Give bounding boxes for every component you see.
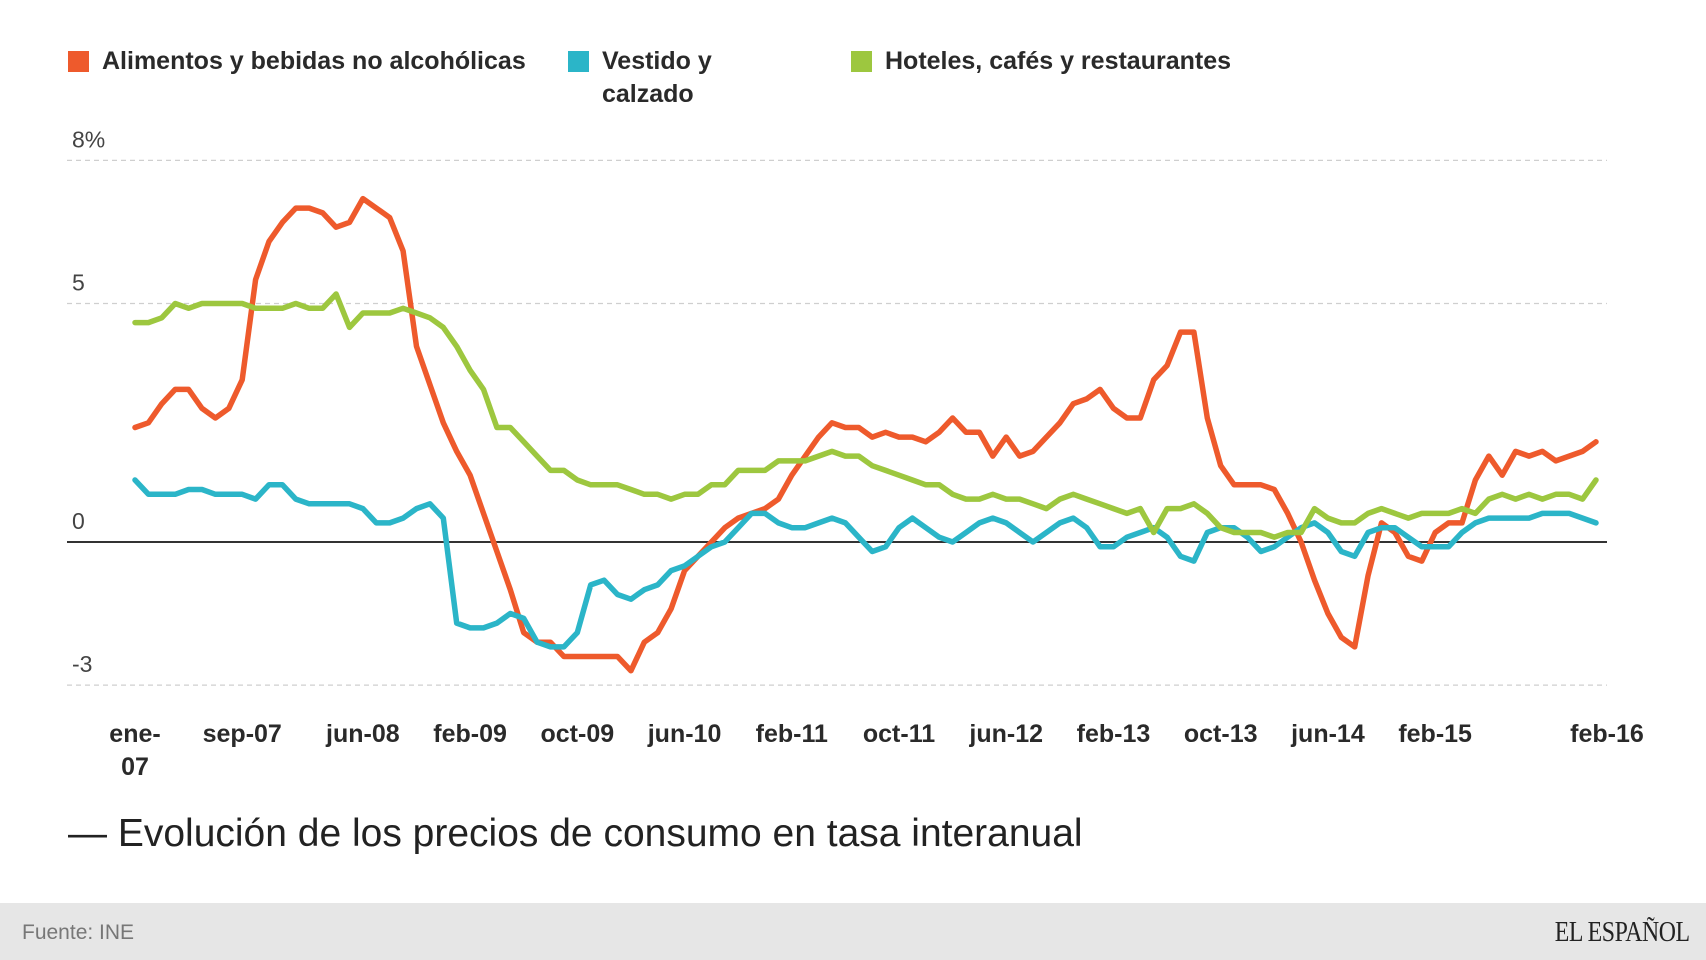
x-tick-label-line2: 07 bbox=[121, 753, 149, 781]
legend-item-hoteles: Hoteles, cafés y restaurantes bbox=[851, 45, 1231, 78]
x-tick-label: jun-14 bbox=[1290, 720, 1365, 748]
y-tick-label: 5 bbox=[72, 270, 85, 296]
legend-label-line2: calzado bbox=[602, 80, 694, 108]
x-tick-label: feb-15 bbox=[1398, 720, 1472, 748]
x-tick-label: oct-09 bbox=[541, 720, 615, 748]
x-tick-label: jun-10 bbox=[647, 720, 722, 748]
x-tick-label: feb-13 bbox=[1077, 720, 1151, 748]
brand-logo: EL ESPAÑOL bbox=[1555, 917, 1690, 948]
line-chart: 8% 5 0 -3 ene- 07 sep-07 jun-08 feb-09 oct-09 jun-… bbox=[67, 126, 1644, 781]
x-tick-label: oct-13 bbox=[1184, 720, 1258, 748]
series-line-2 bbox=[132, 291, 1599, 540]
x-tick-label: feb-11 bbox=[756, 720, 828, 748]
series-line-1 bbox=[132, 477, 1599, 650]
x-tick-label: oct-11 bbox=[863, 720, 935, 748]
legend-label-line1: Vestido y bbox=[602, 47, 712, 75]
series-line-0 bbox=[132, 195, 1599, 674]
legend-swatch bbox=[568, 51, 589, 72]
legend-label: Alimentos y bebidas no alcohólicas bbox=[102, 47, 526, 75]
x-tick-label: jun-08 bbox=[325, 720, 400, 748]
y-tick-label: 8% bbox=[72, 126, 105, 152]
legend-item-vestido: Vestido y calzado bbox=[568, 45, 712, 111]
x-tick-label: feb-09 bbox=[433, 720, 507, 748]
x-tick-label: feb-16 bbox=[1570, 720, 1644, 748]
chart-title: — Evolución de los precios de consumo en… bbox=[68, 812, 1083, 855]
legend-swatch bbox=[68, 51, 89, 72]
legend-label: Vestido y calzado bbox=[602, 45, 712, 111]
x-tick-label: ene- bbox=[109, 720, 160, 748]
x-tick-label: jun-12 bbox=[968, 720, 1043, 748]
y-tick-label: 0 bbox=[72, 508, 85, 534]
source-text: Fuente: INE bbox=[22, 921, 135, 944]
legend-swatch bbox=[851, 51, 872, 72]
x-tick-label: sep-07 bbox=[203, 720, 282, 748]
y-tick-label: -3 bbox=[72, 651, 92, 677]
footer: Fuente: INE EL ESPAÑOL bbox=[0, 903, 1706, 960]
legend-item-alimentos: Alimentos y bebidas no alcohólicas bbox=[68, 45, 526, 78]
legend-label: Hoteles, cafés y restaurantes bbox=[885, 47, 1232, 75]
